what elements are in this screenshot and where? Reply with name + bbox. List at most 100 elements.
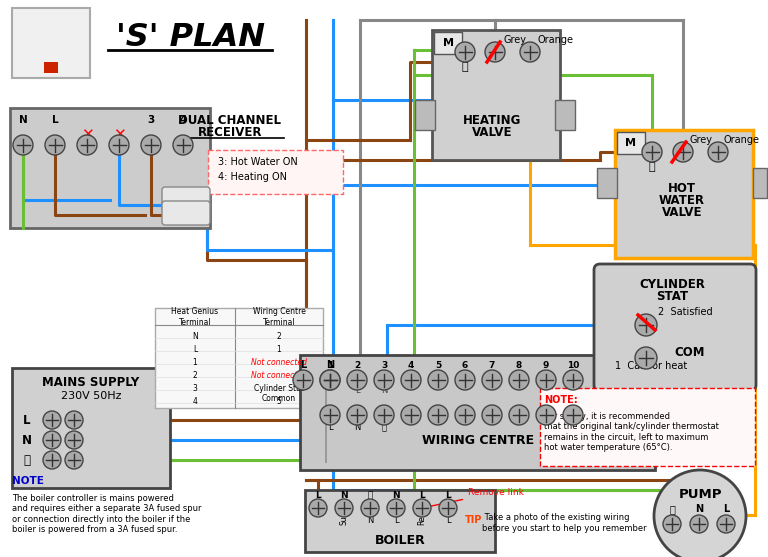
Text: DUAL CHANNEL: DUAL CHANNEL bbox=[178, 114, 282, 126]
Text: COM: COM bbox=[675, 346, 705, 359]
Text: TIP: TIP bbox=[465, 515, 482, 525]
FancyBboxPatch shape bbox=[415, 100, 435, 130]
Text: ✕: ✕ bbox=[113, 128, 125, 143]
Text: 230V 50Hz: 230V 50Hz bbox=[61, 391, 121, 401]
Text: Heat Genius
Terminal: Heat Genius Terminal bbox=[171, 307, 219, 327]
Text: ⏚: ⏚ bbox=[382, 423, 386, 432]
Circle shape bbox=[673, 142, 693, 162]
Text: The boiler controller is mains powered
and requires either a separate 3A fused s: The boiler controller is mains powered a… bbox=[12, 494, 201, 534]
Text: 3: Hot Water ON: 3: Hot Water ON bbox=[218, 157, 298, 167]
Circle shape bbox=[413, 499, 431, 517]
Text: HOT: HOT bbox=[668, 182, 696, 194]
Text: WATER: WATER bbox=[659, 193, 705, 207]
FancyBboxPatch shape bbox=[12, 8, 90, 78]
Text: 3: 3 bbox=[193, 384, 197, 393]
FancyBboxPatch shape bbox=[434, 32, 462, 54]
Circle shape bbox=[563, 370, 583, 390]
Text: 1: 1 bbox=[327, 361, 333, 370]
Circle shape bbox=[374, 370, 394, 390]
Text: M: M bbox=[625, 138, 637, 148]
Circle shape bbox=[45, 135, 65, 155]
Circle shape bbox=[428, 370, 448, 390]
Circle shape bbox=[428, 405, 448, 425]
Circle shape bbox=[663, 515, 681, 533]
Text: For safety, it is recommended
that the original tank/cylinder thermostat
remains: For safety, it is recommended that the o… bbox=[544, 412, 719, 452]
Text: VALVE: VALVE bbox=[472, 126, 512, 139]
Text: Not connected: Not connected bbox=[251, 358, 307, 367]
Text: Wiring Centre
Terminal: Wiring Centre Terminal bbox=[253, 307, 306, 327]
Text: 4: Heating ON: 4: Heating ON bbox=[218, 172, 287, 182]
Text: PUMP: PUMP bbox=[678, 487, 722, 501]
Bar bbox=[44, 62, 58, 73]
FancyBboxPatch shape bbox=[753, 168, 767, 198]
FancyBboxPatch shape bbox=[540, 388, 755, 466]
FancyBboxPatch shape bbox=[10, 108, 210, 228]
Circle shape bbox=[347, 405, 367, 425]
Text: ⏚: ⏚ bbox=[669, 504, 675, 514]
Text: 3: 3 bbox=[147, 115, 154, 125]
Text: Orange: Orange bbox=[724, 135, 760, 145]
Circle shape bbox=[401, 370, 421, 390]
FancyBboxPatch shape bbox=[597, 168, 617, 198]
Text: 2: 2 bbox=[193, 371, 197, 380]
Text: L: L bbox=[445, 516, 450, 525]
Circle shape bbox=[509, 405, 529, 425]
Text: CYLINDER: CYLINDER bbox=[639, 278, 705, 291]
Circle shape bbox=[536, 370, 556, 390]
Text: VALVE: VALVE bbox=[662, 206, 702, 218]
Text: N: N bbox=[695, 504, 703, 514]
Text: Take a photo of the existing wiring
before you start to help you remember: Take a photo of the existing wiring befo… bbox=[482, 514, 647, 532]
Text: L: L bbox=[328, 423, 333, 432]
Circle shape bbox=[563, 405, 583, 425]
Text: BOILER: BOILER bbox=[375, 534, 425, 546]
Text: N: N bbox=[392, 491, 400, 500]
FancyBboxPatch shape bbox=[325, 373, 327, 463]
Text: Orange: Orange bbox=[538, 35, 574, 45]
Circle shape bbox=[439, 499, 457, 517]
Text: 9: 9 bbox=[543, 361, 549, 370]
Circle shape bbox=[109, 135, 129, 155]
Circle shape bbox=[309, 499, 327, 517]
Text: N: N bbox=[326, 360, 334, 370]
Text: L: L bbox=[51, 115, 58, 125]
Text: 1: 1 bbox=[193, 358, 197, 367]
Text: MAINS SUPPLY: MAINS SUPPLY bbox=[42, 375, 140, 388]
Circle shape bbox=[141, 135, 161, 155]
Text: 1: 1 bbox=[276, 345, 281, 354]
Circle shape bbox=[717, 515, 735, 533]
Circle shape bbox=[708, 142, 728, 162]
Text: N: N bbox=[18, 115, 28, 125]
Circle shape bbox=[65, 431, 83, 449]
FancyBboxPatch shape bbox=[300, 355, 655, 470]
Circle shape bbox=[635, 314, 657, 336]
Text: ⏚: ⏚ bbox=[649, 162, 655, 172]
Text: 4: 4 bbox=[408, 361, 414, 370]
Text: L: L bbox=[193, 345, 197, 354]
Text: 8: 8 bbox=[516, 361, 522, 370]
Circle shape bbox=[43, 411, 61, 429]
Text: STAT: STAT bbox=[656, 291, 688, 304]
Text: NOTE:: NOTE: bbox=[544, 395, 578, 405]
Text: Grey: Grey bbox=[503, 35, 526, 45]
Text: 7: 7 bbox=[488, 361, 495, 370]
Circle shape bbox=[520, 42, 540, 62]
Text: WIRING CENTRE: WIRING CENTRE bbox=[422, 433, 534, 447]
Circle shape bbox=[482, 370, 502, 390]
Circle shape bbox=[536, 405, 556, 425]
Circle shape bbox=[65, 411, 83, 429]
Text: L: L bbox=[445, 491, 451, 500]
Text: M: M bbox=[442, 38, 453, 48]
Circle shape bbox=[455, 405, 475, 425]
FancyBboxPatch shape bbox=[555, 100, 575, 130]
Circle shape bbox=[485, 42, 505, 62]
Circle shape bbox=[642, 142, 662, 162]
Text: 4: 4 bbox=[193, 397, 197, 406]
Text: N: N bbox=[367, 516, 373, 525]
Text: 5: 5 bbox=[435, 361, 441, 370]
Circle shape bbox=[690, 515, 708, 533]
Text: N: N bbox=[340, 491, 348, 500]
Text: L: L bbox=[355, 386, 359, 395]
Text: HEATING: HEATING bbox=[463, 114, 521, 126]
Circle shape bbox=[635, 347, 657, 369]
Circle shape bbox=[65, 451, 83, 469]
